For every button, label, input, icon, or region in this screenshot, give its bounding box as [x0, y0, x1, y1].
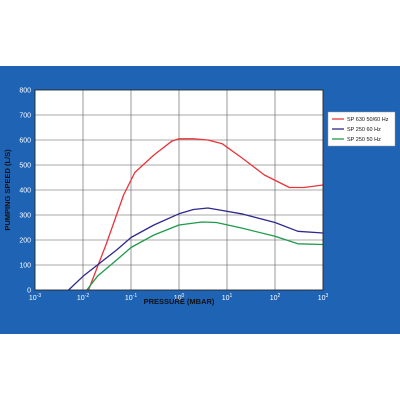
- x-tick-label-2: 10-1: [125, 293, 137, 302]
- legend-label-2: SP 250 60 Hz: [347, 127, 381, 133]
- y-tick-label-1: 100: [19, 263, 31, 270]
- x-tick-label-5: 102: [270, 293, 281, 302]
- y-tick-label-6: 600: [19, 138, 31, 145]
- legend: SP 630 50/60 Hz SP 250 60 Hz SP 250 50 Hz: [332, 117, 389, 143]
- series-line-2: [68, 207, 324, 291]
- x-tick-label-3: 100: [174, 293, 185, 302]
- y-tick-label-8: 800: [19, 88, 31, 95]
- y-axis-title: PUMPING SPEED (L/S): [3, 149, 12, 231]
- series-line-3: [86, 221, 324, 291]
- x-tick-labels: 10-3 10-2 10-1 100 101 102 103: [29, 293, 329, 302]
- series-lines: [68, 138, 324, 291]
- y-tick-label-2: 200: [19, 238, 31, 245]
- y-tick-label-0: 0: [27, 288, 31, 295]
- y-tick-label-7: 700: [19, 113, 31, 120]
- y-tick-label-5: 500: [19, 163, 31, 170]
- x-tick-label-4: 101: [222, 293, 233, 302]
- x-tick-label-1: 10-2: [77, 293, 89, 302]
- y-tick-label-4: 400: [19, 188, 31, 195]
- x-axis-title: PRESSURE (MBAR): [144, 297, 215, 306]
- x-tick-label-0: 10-3: [29, 293, 41, 302]
- y-tick-label-3: 300: [19, 213, 31, 220]
- y-tick-labels: 0 100 200 300 400 500 600 700 800: [19, 88, 31, 295]
- x-tick-label-6: 103: [318, 293, 329, 302]
- series-line-1: [87, 138, 324, 291]
- legend-label-1: SP 630 50/60 Hz: [347, 117, 389, 123]
- legend-label-3: SP 250 50 Hz: [347, 137, 381, 143]
- plot-frame: [34, 89, 324, 291]
